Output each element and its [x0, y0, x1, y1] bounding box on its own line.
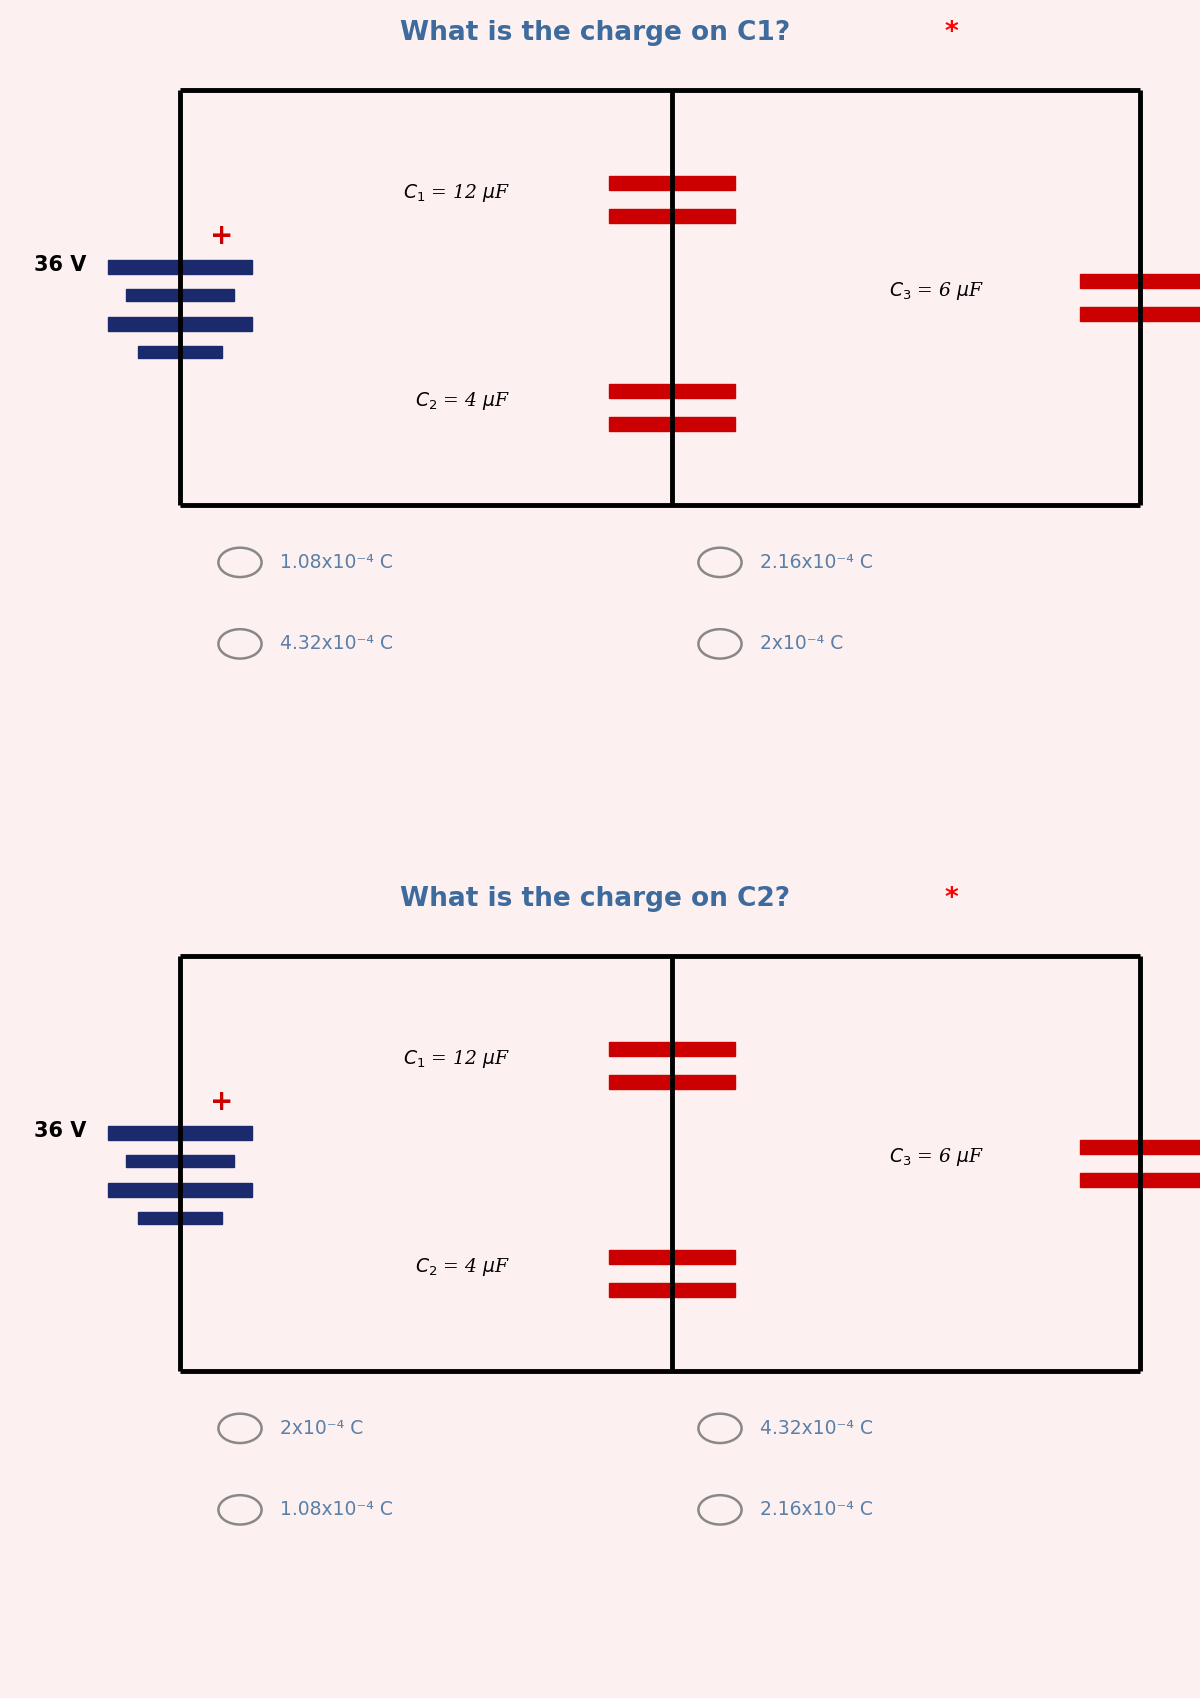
Bar [108, 318, 252, 331]
Text: 36 V: 36 V [34, 1121, 86, 1141]
Text: 1.08x10⁻⁴ C: 1.08x10⁻⁴ C [280, 554, 392, 572]
Text: 2.16x10⁻⁴ C: 2.16x10⁻⁴ C [760, 1501, 872, 1520]
Bar [1080, 307, 1200, 321]
Text: $\mathit{C_3}$ = 6 $\mu$F: $\mathit{C_3}$ = 6 $\mu$F [889, 1146, 984, 1168]
Bar [138, 1212, 222, 1224]
Bar [1080, 1173, 1200, 1187]
Text: 1.08x10⁻⁴ C: 1.08x10⁻⁴ C [280, 1501, 392, 1520]
Text: 4.32x10⁻⁴ C: 4.32x10⁻⁴ C [760, 1420, 872, 1438]
Text: 2.16x10⁻⁴ C: 2.16x10⁻⁴ C [760, 554, 872, 572]
Bar [608, 209, 734, 224]
Bar [138, 346, 222, 358]
Bar [108, 1126, 252, 1141]
Bar [108, 260, 252, 275]
Bar [608, 1043, 734, 1056]
Bar [608, 1284, 734, 1297]
Text: +: + [210, 222, 234, 250]
Bar [108, 1184, 252, 1197]
Text: 4.32x10⁻⁴ C: 4.32x10⁻⁴ C [280, 635, 392, 654]
Bar [608, 177, 734, 190]
Text: 36 V: 36 V [34, 255, 86, 275]
Text: What is the charge on C2?: What is the charge on C2? [401, 886, 799, 912]
Text: $\mathit{C_2}$ = 4 $\mu$F: $\mathit{C_2}$ = 4 $\mu$F [415, 391, 510, 413]
Text: *: * [946, 20, 959, 46]
Text: What is the charge on C1?: What is the charge on C1? [401, 20, 799, 46]
Text: What is the charge on C2?  *: What is the charge on C2? * [389, 886, 811, 912]
Bar [1080, 273, 1200, 287]
Text: $\mathit{C_2}$ = 4 $\mu$F: $\mathit{C_2}$ = 4 $\mu$F [415, 1257, 510, 1279]
Bar [1080, 1139, 1200, 1153]
Bar [126, 1155, 234, 1167]
Bar [126, 289, 234, 301]
Text: $\mathit{C_1}$ = 12 $\mu$F: $\mathit{C_1}$ = 12 $\mu$F [403, 182, 510, 204]
Bar [608, 418, 734, 431]
Text: +: + [210, 1088, 234, 1116]
Text: 2x10⁻⁴ C: 2x10⁻⁴ C [280, 1420, 362, 1438]
Bar [608, 384, 734, 397]
Text: 2x10⁻⁴ C: 2x10⁻⁴ C [760, 635, 842, 654]
Text: $\mathit{C_1}$ = 12 $\mu$F: $\mathit{C_1}$ = 12 $\mu$F [403, 1048, 510, 1070]
Bar [608, 1075, 734, 1090]
Text: *: * [946, 886, 959, 912]
Text: $\mathit{C_3}$ = 6 $\mu$F: $\mathit{C_3}$ = 6 $\mu$F [889, 280, 984, 302]
Bar [608, 1250, 734, 1263]
Text: What is the charge on C1?  *: What is the charge on C1? * [389, 20, 811, 46]
